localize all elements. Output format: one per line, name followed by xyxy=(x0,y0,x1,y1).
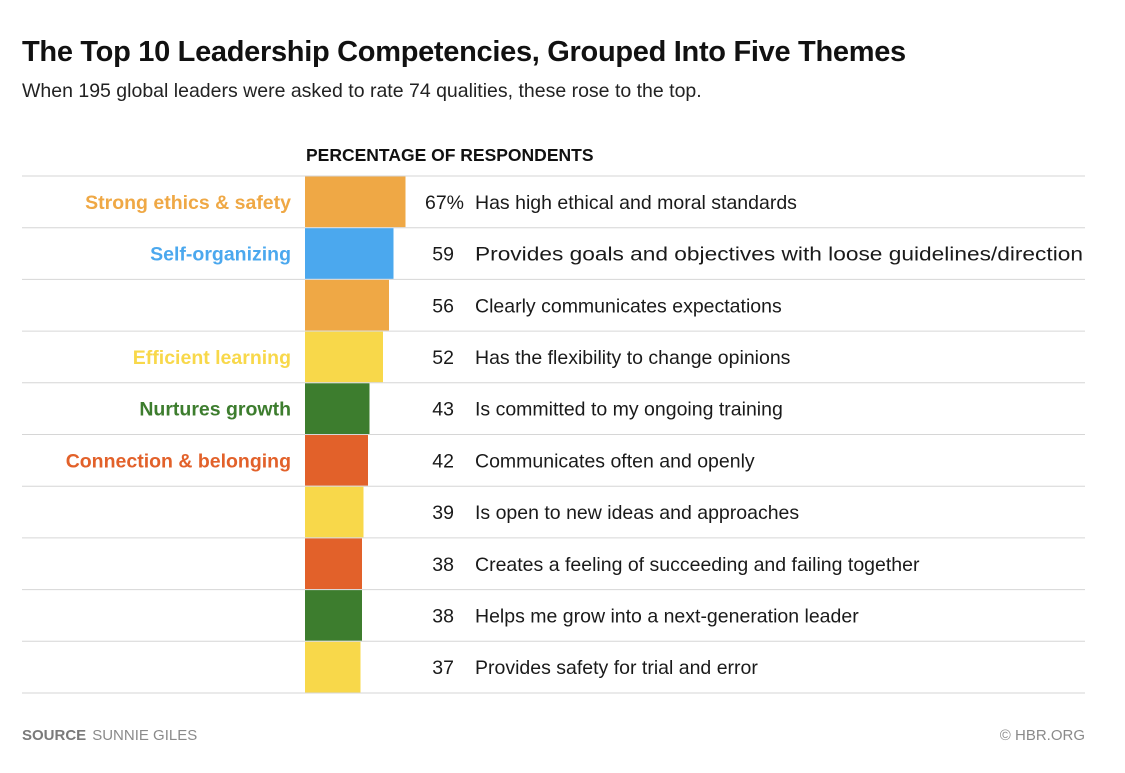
theme-label-4: Efficient learning xyxy=(133,347,291,369)
competency-label-7: Is open to new ideas and approaches xyxy=(475,502,799,524)
bar-3 xyxy=(305,279,389,331)
chart-subtitle: When 195 global leaders were asked to ra… xyxy=(22,80,702,102)
bar-5 xyxy=(305,383,370,434)
theme-label-5: Nurtures growth xyxy=(139,399,291,421)
competency-label-6: Communicates often and openly xyxy=(475,450,755,472)
bar-8 xyxy=(305,538,362,590)
value-label-5: 43 xyxy=(432,399,454,421)
source-name: SUNNIE GILES xyxy=(92,727,198,744)
value-label-7: 39 xyxy=(432,502,454,524)
competency-label-9: Helps me grow into a next-generation lea… xyxy=(475,605,859,627)
credit-note: © HBR.ORG xyxy=(999,727,1085,744)
competency-label-2: Provides goals and objectives with loose… xyxy=(475,244,1083,266)
theme-label-6: Connection & belonging xyxy=(66,450,291,472)
source-note: SOURCE SUNNIE GILES xyxy=(22,727,197,744)
competency-label-1: Has high ethical and moral standards xyxy=(475,192,797,214)
value-label-6: 42 xyxy=(432,450,454,472)
source-label: SOURCE xyxy=(22,727,87,744)
value-label-3: 56 xyxy=(432,295,454,317)
bar-4 xyxy=(305,331,383,383)
theme-label-1: Strong ethics & safety xyxy=(85,192,291,214)
competency-label-8: Creates a feeling of succeeding and fail… xyxy=(475,554,920,576)
value-label-9: 38 xyxy=(432,605,454,627)
value-label-4: 52 xyxy=(432,347,454,369)
competency-label-4: Has the flexibility to change opinions xyxy=(475,347,791,369)
chart-title: The Top 10 Leadership Competencies, Grou… xyxy=(22,36,906,68)
value-label-2: 59 xyxy=(432,244,454,266)
bar-1 xyxy=(305,176,406,228)
bar-7 xyxy=(305,486,364,538)
bar-9 xyxy=(305,590,362,641)
competency-label-10: Provides safety for trial and error xyxy=(475,657,758,679)
bar-2 xyxy=(305,228,394,279)
bar-6 xyxy=(305,435,368,486)
column-header: PERCENTAGE OF RESPONDENTS xyxy=(306,145,594,165)
competency-label-3: Clearly communicates expectations xyxy=(475,295,782,317)
bar-10 xyxy=(305,641,361,693)
value-label-8: 38 xyxy=(432,554,454,576)
value-label-1: 67% xyxy=(425,192,464,214)
competency-label-5: Is committed to my ongoing training xyxy=(475,399,783,421)
value-label-10: 37 xyxy=(432,657,454,679)
theme-label-2: Self-organizing xyxy=(150,244,291,266)
